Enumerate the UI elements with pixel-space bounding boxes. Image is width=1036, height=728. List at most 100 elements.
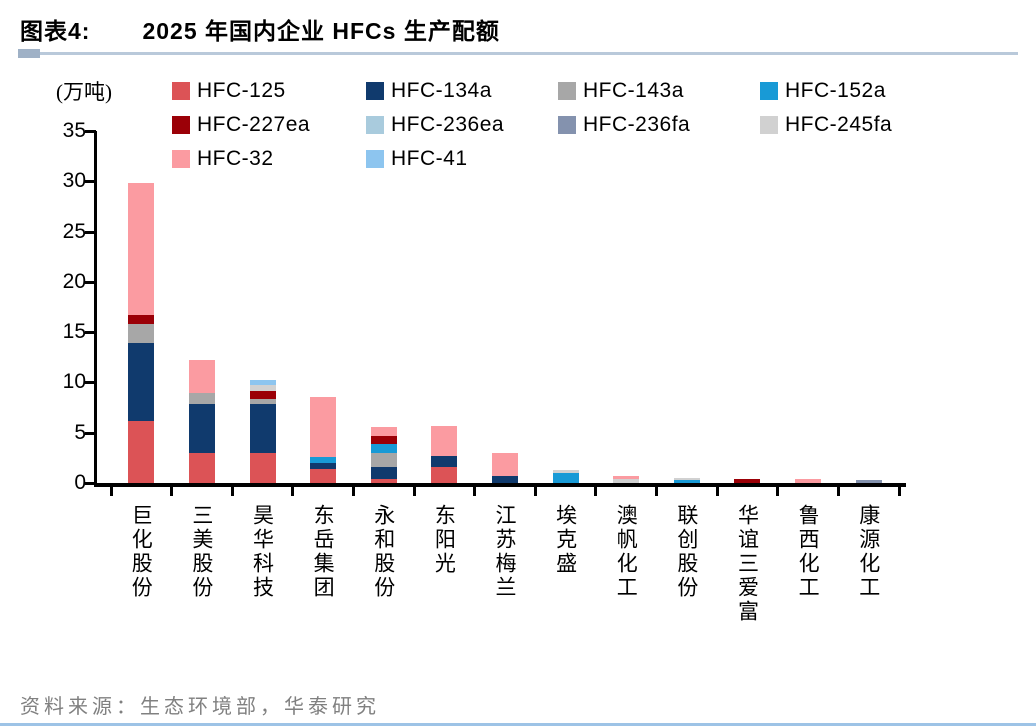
y-axis-tick-labels: 0 5 10 15 20 25 30 35 [28,119,86,494]
x-category-label-8: 埃克盛 [553,504,578,576]
bar-segment-hfc-32 [795,478,822,483]
bar-segment-hfc-245fa [249,384,276,391]
plot-area [85,130,906,496]
legend-label: HFC-245fa [785,113,893,136]
bar-segment-hfc-32 [128,183,155,316]
source-note: 资料来源：生态环境部，华泰研究 [20,696,380,718]
bar-segment-hfc-245fa [552,469,579,473]
legend-label: HFC-236ea [391,113,505,136]
bar-7-江苏梅兰 [492,452,518,483]
bar-12-鲁西化工 [795,478,822,483]
bar-1-巨化股份 [128,183,155,483]
x-category-label-7: 江苏梅兰 [493,504,517,600]
y-tick-mark [85,331,96,335]
bar-2-三美股份 [188,360,215,483]
bar-segment-hfc-134a [431,455,458,467]
y-tick-mark [85,381,96,385]
bar-segment-hfc-32 [310,396,337,457]
y-tick-label-0: 0 [74,471,86,494]
bar-segment-hfc-134a [249,403,276,453]
bar-segment-hfc-32 [613,475,640,479]
bar-segment-hfc-143a [188,392,215,404]
legend-label: HFC-125 [197,79,286,102]
figure-number-label: 图表4: [20,18,91,44]
legend-item-hfc-227ea: HFC-227ea [172,113,366,137]
legend-label: HFC-152a [785,79,886,102]
x-tick-mark [230,487,234,496]
y-axis-unit-label: (万吨) [56,80,112,104]
x-tick-mark [412,487,416,496]
y-tick-mark [85,482,96,485]
bar-segment-hfc-32 [492,452,518,476]
bar-segment-hfc-32 [188,360,215,393]
x-tick-mark [715,487,719,496]
legend-label: HFC-41 [391,147,468,170]
legend-label: HFC-143a [583,79,684,102]
bar-segment-hfc-134a [128,343,155,421]
bar-13-康源化工 [855,479,882,483]
bar-4-东岳集团 [310,396,337,483]
bar-segment-hfc-125 [370,478,397,483]
bar-segment-hfc-125 [128,420,155,483]
header-divider-lead-block [18,49,40,58]
bar-3-昊华科技 [249,380,276,483]
figure-title: 图表4: 2025 年国内企业 HFCs 生产配额 [20,12,500,46]
legend-item-hfc-143a: HFC-143a [558,79,760,103]
x-category-label-6: 东阳光 [432,504,457,576]
legend-item-hfc-41: HFC-41 [366,147,558,171]
bar-segment-hfc-32 [370,426,397,436]
x-category-label-1: 巨化股份 [129,504,154,600]
y-tick-mark [85,431,96,435]
chart-legend: HFC-125 HFC-134a HFC-143a HFC-152a HFC-227ea… [172,74,892,176]
bar-segment-hfc-32 [431,425,458,456]
x-tick-mark [170,487,174,496]
bar-6-东阳光 [431,425,458,483]
bar-8-埃克盛 [552,469,579,483]
bar-segment-hfc-134a [370,466,397,479]
y-tick-label-10: 10 [62,370,86,394]
legend-label: HFC-134a [391,79,492,102]
x-tick-mark [655,487,659,496]
legend-item-hfc-134a: HFC-134a [366,79,558,103]
bar-segment-hfc-143a [249,398,276,404]
header-divider [18,49,1018,58]
figure-title-text: 2025 年国内企业 HFCs 生产配额 [142,18,500,44]
bar-segment-hfc-227ea [734,478,761,483]
legend-item-hfc-245fa: HFC-245fa [760,113,892,137]
x-tick-mark [473,487,477,496]
bar-segment-hfc-152a [552,472,579,483]
x-tick-mark [776,487,780,496]
legend-item-hfc-152a: HFC-152a [760,79,892,103]
bar-segment-hfc-125 [310,468,337,483]
y-tick-mark [85,230,96,234]
x-tick-mark [291,487,295,496]
bar-segment-hfc-41 [249,380,276,385]
bar-9-澳帆化工 [613,475,640,483]
bar-segment-hfc-227ea [128,315,155,325]
x-category-label-13: 康源化工 [856,504,881,600]
x-category-label-11: 华谊三爱富 [735,504,760,624]
bar-segment-hfc-143a [128,324,155,344]
bar-segment-hfc-227ea [370,435,397,444]
x-axis-line [94,483,906,487]
y-tick-label-30: 30 [62,169,86,193]
bar-segment-hfc-245fa [673,477,700,480]
bar-segment-hfc-227ea [249,390,276,399]
bar-11-华谊三爱富 [734,478,761,483]
y-tick-mark [85,180,96,184]
legend-swatch-icon [172,82,190,100]
x-tick-mark [836,487,840,496]
bar-segment-hfc-245fa [613,478,640,483]
y-tick-label-15: 15 [62,320,86,344]
x-tick-mark [897,487,901,496]
bar-5-永和股份 [370,426,397,483]
bar-segment-hfc-125 [431,466,458,483]
legend-swatch-icon [366,82,384,100]
bar-segment-hfc-236fa [855,479,882,483]
legend-swatch-icon [366,150,384,168]
legend-label: HFC-236fa [583,113,691,136]
x-category-label-5: 永和股份 [371,504,396,600]
bar-segment-hfc-134a [310,462,337,469]
legend-swatch-icon [366,116,384,134]
x-category-label-10: 联创股份 [674,504,699,600]
